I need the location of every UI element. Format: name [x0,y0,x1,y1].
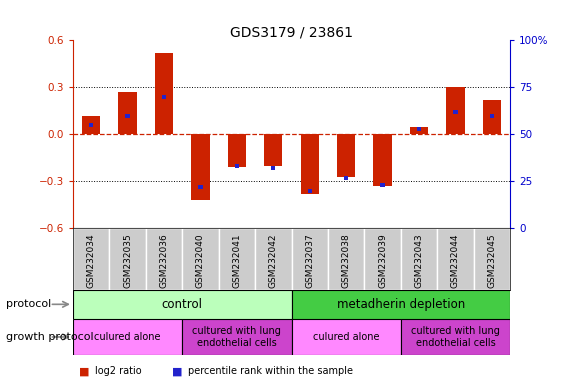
Bar [182,228,219,290]
Text: GSM232036: GSM232036 [160,233,168,288]
Bar [344,176,348,180]
Bar [182,319,292,355]
Text: GSM232037: GSM232037 [305,233,314,288]
Text: metadherin depletion: metadherin depletion [337,298,465,311]
Bar [437,228,473,290]
Bar [146,228,182,290]
Bar [473,228,510,290]
Text: protocol: protocol [6,299,51,310]
Bar [401,228,437,290]
Bar [73,319,182,355]
Bar [118,92,136,134]
Text: ■: ■ [172,366,182,376]
Bar [292,290,510,319]
Bar [364,228,401,290]
Bar [410,127,428,134]
Bar [198,185,203,189]
Text: GSM232043: GSM232043 [415,233,423,288]
Bar [219,228,255,290]
Title: GDS3179 / 23861: GDS3179 / 23861 [230,25,353,39]
Text: culured alone: culured alone [94,332,161,342]
Text: GSM232035: GSM232035 [123,233,132,288]
Bar [308,189,312,193]
Text: culured alone: culured alone [313,332,380,342]
Text: GSM232042: GSM232042 [269,233,278,288]
Bar [155,53,173,134]
Bar [255,228,292,290]
Bar [234,164,239,168]
Bar [73,290,292,319]
Text: cultured with lung
endothelial cells: cultured with lung endothelial cells [411,326,500,348]
Bar [483,100,501,134]
Bar [125,114,129,118]
Bar [374,134,392,186]
Text: GSM232040: GSM232040 [196,233,205,288]
Bar [82,116,100,134]
Bar [191,134,209,200]
Bar [490,114,494,118]
Bar [417,127,421,131]
Bar [401,319,510,355]
Text: GSM232045: GSM232045 [487,233,496,288]
Text: GSM232034: GSM232034 [87,233,96,288]
Text: percentile rank within the sample: percentile rank within the sample [188,366,353,376]
Text: cultured with lung
endothelial cells: cultured with lung endothelial cells [192,326,281,348]
Bar [271,166,275,170]
Text: GSM232041: GSM232041 [233,233,241,288]
Text: growth protocol: growth protocol [6,332,93,342]
Bar [454,110,458,114]
Text: GSM232044: GSM232044 [451,233,460,288]
Bar [161,95,166,99]
Bar [228,134,246,167]
Bar [447,87,465,134]
Text: ■: ■ [79,366,89,376]
Text: GSM232038: GSM232038 [342,233,350,288]
Text: control: control [161,298,203,311]
Bar [381,183,385,187]
Bar [73,228,110,290]
Bar [110,228,146,290]
Bar [328,228,364,290]
Bar [89,123,93,127]
Bar [292,228,328,290]
Bar [337,134,355,177]
Bar [292,319,401,355]
Text: log2 ratio: log2 ratio [95,366,142,376]
Bar [301,134,319,194]
Text: GSM232039: GSM232039 [378,233,387,288]
Bar [264,134,282,166]
